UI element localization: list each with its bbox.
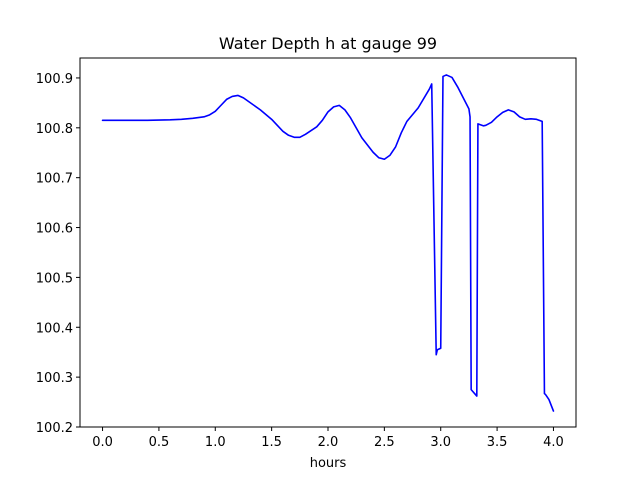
x-tick-label: 0.5 xyxy=(149,435,170,450)
y-axis: 100.2 100.3 100.4 100.5 100.6 100.7 100.8 100.9 xyxy=(36,72,80,436)
x-tick-label: 2.0 xyxy=(318,435,339,450)
series-line-0 xyxy=(101,74,555,412)
x-tick-label: 1.5 xyxy=(261,435,282,450)
y-tick-label: 100.7 xyxy=(36,172,73,187)
y-tick-label: 100.8 xyxy=(36,122,73,137)
x-tick-label: 3.5 xyxy=(487,435,508,450)
x-tick-label: 1.0 xyxy=(205,435,226,450)
chart-title: Water Depth h at gauge 99 xyxy=(219,34,437,53)
x-tick-label: 2.5 xyxy=(374,435,395,450)
y-tick-label: 100.2 xyxy=(36,421,73,436)
y-tick-label: 100.5 xyxy=(36,271,73,286)
x-axis-label: hours xyxy=(310,456,347,471)
x-tick-label: 0.0 xyxy=(92,435,113,450)
plot-area xyxy=(101,74,555,412)
y-tick-label: 100.4 xyxy=(36,321,73,336)
x-axis: 0.0 0.5 1.0 1.5 2.0 2.5 3.0 3.5 4.0 xyxy=(92,427,564,450)
y-tick-label: 100.6 xyxy=(36,222,73,237)
y-tick-label: 100.3 xyxy=(36,371,73,386)
x-tick-label: 4.0 xyxy=(543,435,564,450)
y-tick-label: 100.9 xyxy=(36,72,73,87)
x-tick-label: 3.0 xyxy=(430,435,451,450)
